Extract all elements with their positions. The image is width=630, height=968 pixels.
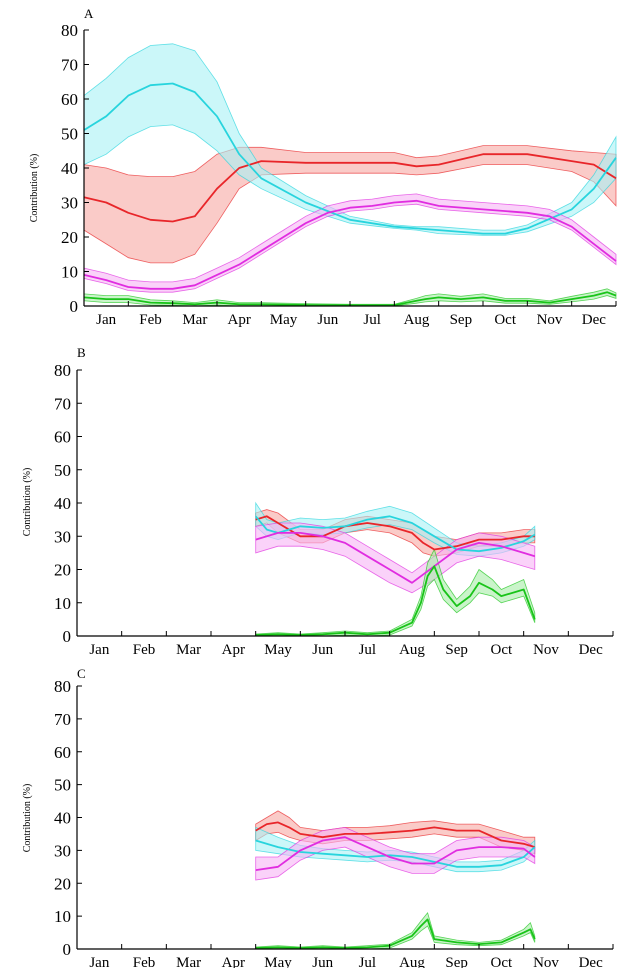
y-tick-label: 10 <box>61 263 78 282</box>
panel-c: C Contribution (%) 0 10 20 30 40 50 60 70 80 Jan F… <box>22 666 614 968</box>
x-tick-label: Dec <box>579 955 603 968</box>
y-tick-label: 80 <box>61 21 78 40</box>
x-tick-label: Nov <box>537 312 563 328</box>
y-tick-label: 80 <box>54 361 71 380</box>
y-tick-label: 0 <box>70 297 79 316</box>
x-tick-label: Jul <box>363 312 381 328</box>
x-tick-label: Sep <box>445 642 468 658</box>
series-green-line <box>255 918 536 949</box>
y-tick-label: 20 <box>54 561 71 580</box>
y-tick-label: 60 <box>54 743 71 762</box>
x-tick-label: Jan <box>89 642 109 658</box>
y-tick-label: 10 <box>54 907 71 926</box>
y-axis-label-a: Contribution (%) <box>29 154 40 223</box>
x-tick-label: Jun <box>317 312 338 328</box>
y-tick-label: 0 <box>63 940 72 959</box>
y-tick-label: 70 <box>54 394 71 413</box>
x-tick-label: Jun <box>312 642 333 658</box>
x-tick-label: Mar <box>176 955 201 968</box>
series-magenta-band <box>255 522 536 594</box>
x-tick-label: Dec <box>579 642 603 658</box>
series-cyan-line <box>255 515 536 553</box>
x-tick-label: May <box>270 312 298 328</box>
x-tick-label: Oct <box>490 642 512 658</box>
y-tick-label: 20 <box>61 228 78 247</box>
x-tick-label: Oct <box>494 312 516 328</box>
x-tick-label: Aug <box>404 312 430 328</box>
series-magenta-line <box>83 199 617 290</box>
y-tick-label: 60 <box>54 428 71 447</box>
y-tick-label: 40 <box>54 809 71 828</box>
x-tick-label: Feb <box>139 312 162 328</box>
series-magenta-line <box>255 532 536 584</box>
y-tick-label: 30 <box>54 841 71 860</box>
x-tick-label: Oct <box>490 955 512 968</box>
series-cyan-line <box>83 82 617 235</box>
y-axis-label-c: Contribution (%) <box>22 784 33 853</box>
y-tick-label: 50 <box>54 461 71 480</box>
y-tick-label: 10 <box>54 594 71 613</box>
x-tick-label: May <box>264 955 292 968</box>
y-tick-label: 50 <box>54 776 71 795</box>
x-tick-label: Aug <box>399 955 425 968</box>
series-red-line <box>83 153 617 223</box>
panel-letter-a: A <box>84 6 94 21</box>
x-tick-label: Jul <box>359 955 377 968</box>
series-green-line <box>255 565 536 636</box>
x-tick-label: May <box>264 642 292 658</box>
y-tick-label: 40 <box>54 494 71 513</box>
y-tick-label: 20 <box>54 874 71 893</box>
x-tick-label: Mar <box>182 312 207 328</box>
x-tick-label: Dec <box>582 312 606 328</box>
y-tick-label: 70 <box>54 710 71 729</box>
x-tick-label: Mar <box>176 642 201 658</box>
panel-a: A Contribution (%) 0 10 20 30 40 50 60 70 80 Jan F… <box>29 6 617 328</box>
panel-b: B Contribution (%) 0 10 20 30 40 50 60 70 80 Jan F… <box>22 345 614 658</box>
x-tick-label: Feb <box>133 955 156 968</box>
x-tick-label: Feb <box>133 642 156 658</box>
y-tick-label: 70 <box>61 56 78 75</box>
series-magenta-band <box>83 193 617 293</box>
x-tick-label: Jan <box>96 312 116 328</box>
x-tick-label: Jul <box>359 642 377 658</box>
y-tick-label: 80 <box>54 677 71 696</box>
y-tick-label: 60 <box>61 90 78 109</box>
y-tick-label: 40 <box>61 159 78 178</box>
y-tick-label: 30 <box>61 194 78 213</box>
panel-letter-b: B <box>77 345 86 360</box>
y-tick-label: 0 <box>63 627 72 646</box>
series-red-line <box>255 821 536 848</box>
x-tick-label: Nov <box>533 955 559 968</box>
x-tick-label: Apr <box>222 642 245 658</box>
y-axis-label-b: Contribution (%) <box>22 468 33 537</box>
x-tick-label: Apr <box>228 312 251 328</box>
x-tick-label: Aug <box>399 642 425 658</box>
series-magenta-line <box>255 836 536 871</box>
panel-letter-c: C <box>77 666 86 681</box>
x-tick-label: Jan <box>89 955 109 968</box>
series-green-line <box>83 291 617 307</box>
x-tick-label: Apr <box>222 955 245 968</box>
x-tick-label: Sep <box>445 955 468 968</box>
x-tick-label: Nov <box>533 642 559 658</box>
series-cyan-line <box>255 839 536 868</box>
y-tick-label: 30 <box>54 527 71 546</box>
x-tick-label: Jun <box>312 955 333 968</box>
y-tick-label: 50 <box>61 125 78 144</box>
x-tick-label: Sep <box>450 312 473 328</box>
